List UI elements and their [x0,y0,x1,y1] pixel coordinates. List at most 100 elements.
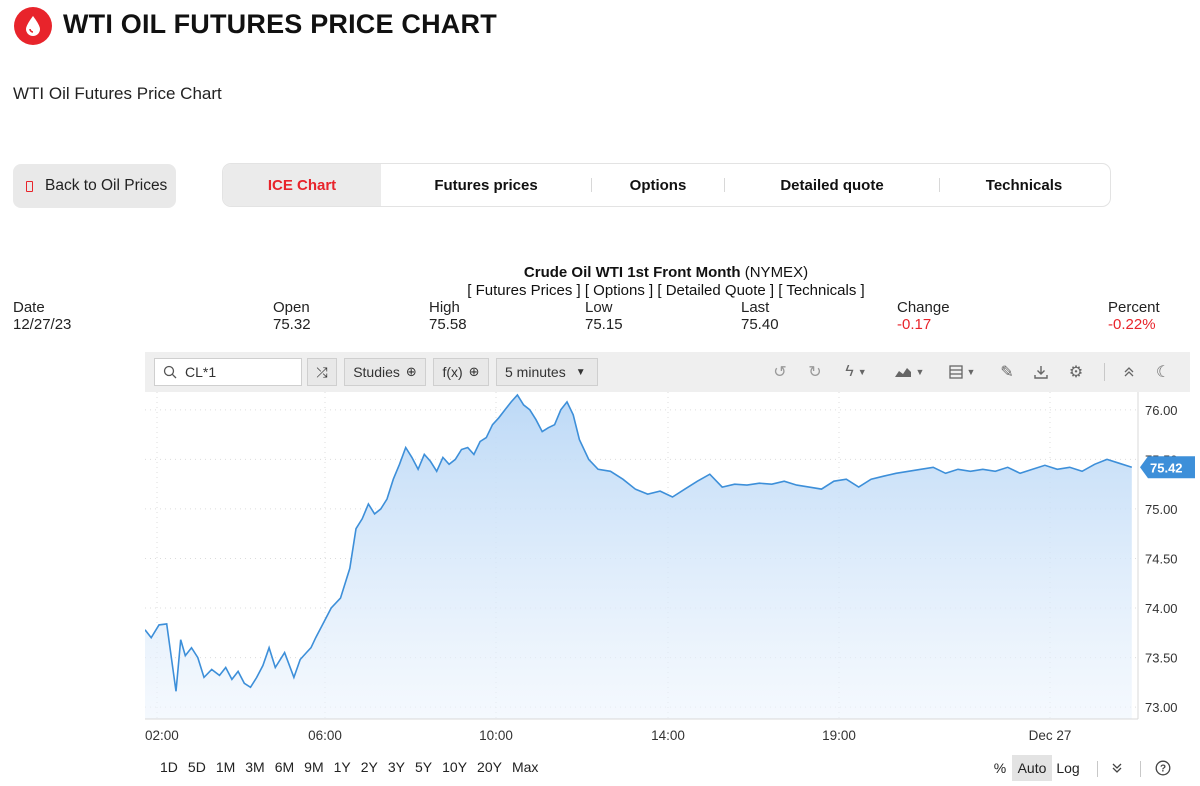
low-value: 75.15 [585,316,623,333]
gear-icon[interactable]: ⚙ [1068,364,1084,381]
price-area-fill [145,395,1132,719]
quote-date: Date 12/27/23 [13,299,71,333]
compare-button[interactable]: ⤮ [307,358,337,386]
page-icon [26,180,33,192]
last-label: Last [741,299,770,316]
chart-toolbar: CL*1 ⤮ Studies ⊕ f(x) ⊕ 5 minutes ▼ ↺ ↻ … [145,352,1190,392]
tab-technicals[interactable]: Technicals [985,176,1063,194]
period-selector: 1D 5D 1M 3M 6M 9M 1Y 2Y 3Y 5Y 10Y 20Y Ma… [160,759,548,775]
period-3y[interactable]: 3Y [387,759,405,775]
period-10y[interactable]: 10Y [442,759,468,775]
studies-button[interactable]: Studies ⊕ [344,358,426,386]
chart-type-menu[interactable]: ▼ [891,360,927,384]
chevron-double-down-icon[interactable] [1106,755,1128,781]
redo-icon[interactable]: ↻ [808,364,822,381]
x-axis-ticks: 02:00 06:00 10:00 14:00 19:00 Dec 27 [145,728,1071,743]
period-1d[interactable]: 1D [160,759,178,775]
collapse-up-icon[interactable] [1117,360,1141,384]
period-1m[interactable]: 1M [215,759,236,775]
instrument-name: Crude Oil WTI 1st Front Month [523,264,741,281]
quote-percent: Percent -0.22% [1108,299,1160,333]
percent-scale-button[interactable]: % [993,760,1007,776]
current-price-tag: 75.42 [1140,456,1195,479]
caret-down-icon: ▼ [857,367,867,377]
period-2y[interactable]: 2Y [360,759,378,775]
scale-divider [1097,761,1098,777]
scale-divider [1140,761,1141,777]
high-label: High [429,299,460,316]
symbol-value: CL*1 [185,364,217,380]
change-value: -0.17 [897,316,932,333]
undo-icon[interactable]: ↺ [773,364,787,381]
y-tick-label: 76.00 [1145,403,1178,418]
price-line-series [145,393,1133,692]
oil-drop-icon [26,16,40,36]
tab-divider [591,178,592,192]
caret-down-icon: ▼ [966,367,976,377]
x-tick-label: 10:00 [479,728,513,743]
y-tick-label: 73.50 [1145,651,1178,666]
date-value: 12/27/23 [13,316,72,333]
quote-open: Open 75.32 [273,299,311,333]
page-title: WTI OIL FUTURES PRICE CHART [63,9,497,39]
period-1y[interactable]: 1Y [333,759,351,775]
last-value: 75.40 [741,316,779,333]
tab-options[interactable]: Options [629,176,687,194]
tab-futures-prices[interactable]: Futures prices [434,176,538,194]
quote-high: High 75.58 [429,299,467,333]
period-5y[interactable]: 5Y [415,759,433,775]
x-tick-label: 19:00 [822,728,856,743]
period-20y[interactable]: 20Y [477,759,502,775]
y-tick-label: 74.50 [1145,551,1178,566]
interval-label: 5 minutes [505,364,566,380]
y-tick-label: 73.00 [1145,700,1178,715]
back-button-label: Back to Oil Prices [45,177,168,194]
search-icon [163,365,177,379]
low-label: Low [585,299,613,316]
period-3m[interactable]: 3M [245,759,265,775]
caret-down-icon: ▼ [915,367,925,377]
layout-menu[interactable]: ▼ [944,360,980,384]
instrument-exchange: (NYMEX) [744,264,809,281]
x-tick-label: Dec 27 [1029,728,1072,743]
help-icon[interactable]: ? [1152,755,1174,781]
symbol-search-input[interactable]: CL*1 [154,358,302,386]
period-9m[interactable]: 9M [304,759,324,775]
page-subtitle: WTI Oil Futures Price Chart [13,84,222,103]
functions-label: f(x) [442,364,463,380]
period-6m[interactable]: 6M [274,759,295,775]
chart-tabs: ICE Chart Futures prices Options Detaile… [222,163,1111,207]
high-value: 75.58 [429,316,467,333]
lightning-icon: ϟ [845,363,854,380]
interval-select[interactable]: 5 minutes ▼ [496,358,598,386]
pencil-icon[interactable]: ✎ [1000,364,1014,381]
functions-button[interactable]: f(x) ⊕ [433,358,489,386]
tab-ice-chart[interactable]: ICE Chart [223,164,381,206]
percent-label: Percent [1108,299,1160,316]
auto-scale-button[interactable]: Auto [1012,755,1052,781]
open-label: Open [273,299,310,316]
instrument-links[interactable]: [ Futures Prices ] [ Options ] [ Detaile… [467,282,865,299]
shuffle-icon: ⤮ [316,363,328,380]
quote-last: Last 75.40 [741,299,779,333]
moon-icon[interactable]: ☾ [1155,364,1171,381]
tab-detailed-quote[interactable]: Detailed quote [780,176,884,194]
area-chart-icon [894,368,911,377]
y-tick-label: 74.00 [1145,601,1178,616]
download-icon[interactable] [1029,360,1053,384]
log-scale-button[interactable]: Log [1056,760,1080,776]
current-price-marker [1140,456,1195,479]
back-to-oil-prices-button[interactable]: Back to Oil Prices [13,164,176,208]
percent-value: -0.22% [1108,316,1156,333]
caret-down-icon: ▼ [575,366,586,378]
instrument-title: Crude Oil WTI 1st Front Month (NYMEX) [0,264,1200,281]
period-5d[interactable]: 5D [187,759,206,775]
drawing-tools-menu[interactable]: ϟ ▼ [838,360,874,384]
quote-change: Change -0.17 [897,299,950,333]
x-tick-label: 14:00 [651,728,685,743]
x-tick-label: 06:00 [308,728,342,743]
toolbar-divider [1104,363,1105,381]
period-max[interactable]: Max [511,759,539,775]
